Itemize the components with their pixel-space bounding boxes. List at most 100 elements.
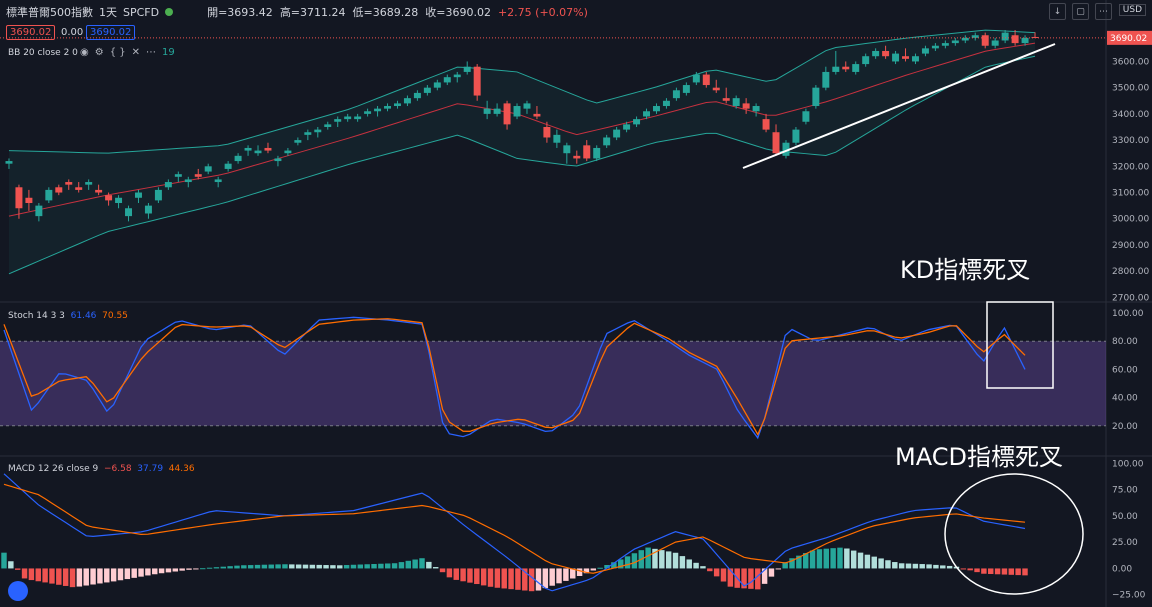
macd-hist-bar bbox=[432, 567, 439, 569]
macd-hist-bar bbox=[988, 568, 994, 575]
candle-body bbox=[892, 53, 900, 62]
candle-body bbox=[45, 189, 53, 201]
candle-body bbox=[862, 56, 870, 65]
candle-body bbox=[374, 108, 382, 112]
macd-hist-bar bbox=[35, 568, 41, 582]
candle-body bbox=[413, 92, 421, 99]
macd-hist-bar bbox=[542, 568, 549, 589]
candle-body bbox=[722, 98, 730, 101]
bb-basis bbox=[8, 42, 1036, 217]
macd-hist-bar bbox=[364, 564, 370, 569]
candle-body bbox=[154, 189, 162, 201]
candle-body bbox=[194, 174, 202, 177]
macd-hist-bar bbox=[302, 564, 309, 569]
candle-body bbox=[971, 35, 979, 38]
candle-body bbox=[105, 195, 113, 201]
more-icon[interactable]: ⋯ bbox=[1095, 3, 1112, 20]
macd-hist-bar bbox=[967, 568, 973, 571]
close-icon[interactable]: ✕ bbox=[131, 47, 140, 58]
macd-hist-bar bbox=[385, 563, 391, 569]
candle-body bbox=[712, 87, 720, 91]
macd-hist-bar bbox=[809, 550, 816, 569]
macd-hist-bar bbox=[145, 568, 151, 576]
macd-hist-bar bbox=[330, 565, 336, 569]
maximize-icon[interactable]: ▢ bbox=[1072, 3, 1089, 20]
currency-badge[interactable]: USD bbox=[1118, 4, 1146, 16]
macd-hist-bar bbox=[974, 568, 980, 573]
macd-hist-bar bbox=[14, 568, 21, 570]
macd-hist-bar bbox=[110, 568, 117, 582]
macd-hist-bar bbox=[672, 552, 679, 569]
interval[interactable]: 1天 bbox=[99, 6, 117, 19]
braces-icon[interactable]: { } bbox=[109, 47, 126, 58]
macd-hist-bar bbox=[707, 568, 713, 572]
candle-body bbox=[314, 129, 322, 133]
candle-body bbox=[443, 77, 451, 83]
stoch-legend[interactable]: Stoch 14 3 3 61.46 70.55 bbox=[8, 311, 128, 321]
candle-body bbox=[772, 132, 780, 154]
macd-hist-bar bbox=[90, 568, 96, 585]
macd-hist-bar bbox=[761, 568, 768, 584]
candle-body bbox=[125, 208, 133, 217]
macd-tick-label: 50.00 bbox=[1112, 512, 1138, 522]
top-toolbar: ↓ ▢ ⋯ bbox=[1049, 3, 1112, 20]
macd-hist-bar bbox=[946, 565, 953, 569]
more-icon[interactable]: ⋯ bbox=[146, 47, 156, 58]
macd-hist-bar bbox=[337, 565, 343, 569]
macd-hist-bar bbox=[604, 564, 610, 569]
macd-hist-bar bbox=[227, 566, 233, 569]
macd-hist-bar bbox=[1001, 568, 1008, 575]
macd-hist-bar bbox=[803, 553, 809, 569]
macd-hist-bar bbox=[371, 563, 377, 569]
macd-hist-bar bbox=[645, 547, 651, 569]
macd-hist-bar bbox=[528, 568, 535, 592]
macd-hist-value: −6.58 bbox=[103, 464, 132, 474]
candle-body bbox=[25, 197, 33, 204]
bb-legend-tools: ◉ ⚙ { } ✕ ⋯ 19 bbox=[80, 47, 175, 58]
macd-hist-bar bbox=[83, 568, 89, 586]
tradingview-logo-icon[interactable] bbox=[8, 581, 28, 601]
candle-body bbox=[941, 43, 949, 46]
macd-hist-bar bbox=[350, 564, 357, 569]
ask-price[interactable]: 3690.02 bbox=[86, 25, 136, 40]
bb-legend[interactable]: BB 20 close 2 0 bbox=[8, 48, 78, 58]
macd-hist-bar bbox=[295, 564, 302, 569]
candle-body bbox=[672, 90, 680, 99]
candle-body bbox=[35, 205, 43, 217]
candle-body bbox=[463, 66, 471, 72]
macd-hist-bar bbox=[631, 553, 638, 569]
macd-hist-bar bbox=[1022, 568, 1028, 576]
candle-body bbox=[164, 182, 172, 188]
candle-body bbox=[643, 111, 651, 117]
macd-annotation: MACD指標死叉 bbox=[895, 443, 1063, 471]
macd-hist-bar bbox=[933, 564, 939, 569]
candle-body bbox=[882, 50, 890, 57]
candle-body bbox=[264, 147, 272, 151]
macd-hist-bar bbox=[830, 548, 836, 569]
macd-hist-bar bbox=[309, 564, 316, 569]
candle-body bbox=[533, 113, 541, 117]
candle-body bbox=[294, 140, 302, 143]
bb-upper-band bbox=[8, 29, 1036, 154]
market-status-icon bbox=[165, 8, 174, 16]
macd-hist-bar bbox=[213, 567, 220, 569]
macd-hist-bar bbox=[912, 563, 919, 569]
stoch-tick-label: 60.00 bbox=[1112, 365, 1138, 375]
arrow-down-icon[interactable]: ↓ bbox=[1049, 3, 1066, 20]
candle-body bbox=[633, 119, 641, 125]
gear-icon[interactable]: ⚙ bbox=[94, 47, 104, 58]
candle-body bbox=[563, 145, 571, 154]
macd-hist-bar bbox=[700, 566, 706, 569]
symbol-name[interactable]: 標準普爾500指數 bbox=[6, 6, 93, 19]
bid-price[interactable]: 3690.02 bbox=[6, 25, 56, 40]
macd-hist-bar bbox=[535, 568, 542, 591]
eye-icon[interactable]: ◉ bbox=[80, 47, 89, 58]
candle-body bbox=[433, 82, 441, 88]
candle-body bbox=[55, 187, 63, 193]
macd-legend[interactable]: MACD 12 26 close 9 −6.58 37.79 44.36 bbox=[8, 464, 195, 474]
macd-hist-bar bbox=[62, 568, 69, 586]
macd-hist-bar bbox=[97, 568, 103, 584]
macd-line-value: 37.79 bbox=[137, 464, 164, 474]
macd-tick-label: 0.00 bbox=[1112, 564, 1132, 574]
